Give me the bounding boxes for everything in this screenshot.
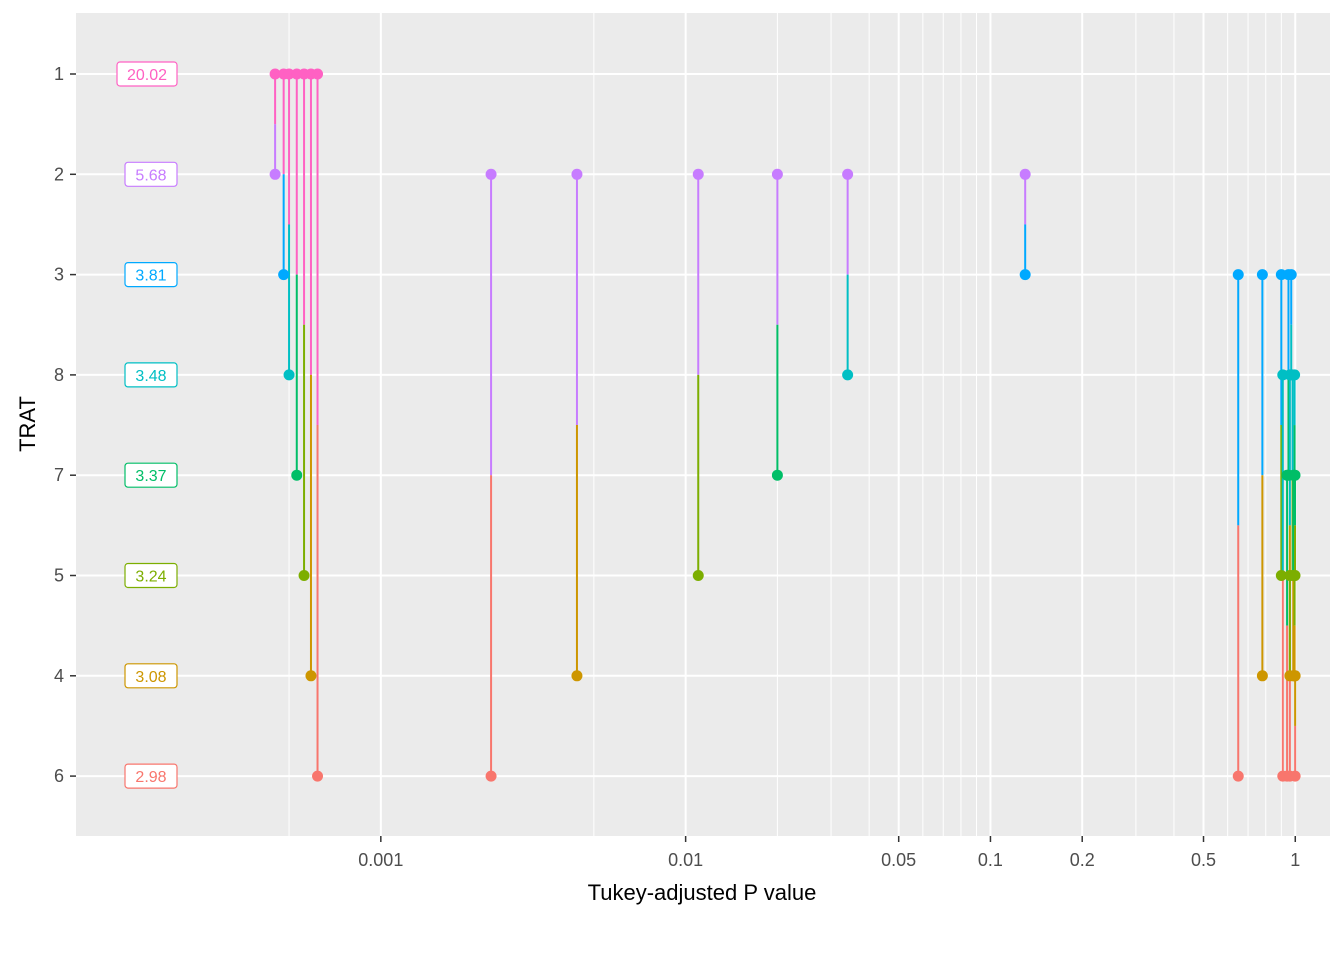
comparison-segments: [274, 74, 1297, 777]
point-level-a: [1289, 469, 1301, 481]
point-level-a: [1232, 269, 1244, 281]
mean-labels: 20.02 5.68 3.81 3.48 3.37 3.24 3.08 2.98: [116, 61, 178, 789]
mean-label-text: 3.37: [135, 468, 166, 485]
point-level-b: [305, 670, 317, 682]
point-level-b: [842, 369, 854, 381]
y-tick-label: 7: [54, 465, 64, 485]
point-level-b: [485, 770, 497, 782]
point-level-a: [571, 168, 583, 180]
point-level-b: [291, 469, 303, 481]
y-tick-label: 1: [54, 64, 64, 84]
point-level-a: [692, 168, 704, 180]
plot-background: [76, 13, 1330, 836]
x-tick-label: 1: [1290, 850, 1300, 870]
point-level-b: [571, 670, 583, 682]
point-level-a: [269, 68, 281, 80]
mean-label-box: [124, 663, 178, 689]
point-level-b: [283, 369, 295, 381]
mean-label-box: [124, 462, 178, 488]
point-level-b: [278, 269, 290, 281]
point-level-b: [1275, 570, 1287, 581]
point-level-b: [312, 770, 324, 782]
x-axis: 0.001 0.01 0.05 0.1 0.2 0.5 1: [358, 836, 1300, 870]
mean-label-text: 3.81: [135, 268, 166, 285]
x-tick-label: 0.2: [1070, 850, 1095, 870]
point-level-a: [842, 168, 854, 180]
point-level-a: [1289, 670, 1301, 682]
point-level-a: [283, 68, 295, 80]
point-level-a: [1289, 570, 1301, 581]
y-tick-label: 5: [54, 566, 64, 586]
y-tick-label: 6: [54, 766, 64, 786]
mean-label-box: [124, 161, 178, 187]
point-level-a: [1019, 168, 1031, 180]
point-level-a: [1285, 269, 1297, 281]
point-level-a: [312, 68, 324, 80]
y-tick-label: 2: [54, 164, 64, 184]
x-tick-label: 0.001: [358, 850, 403, 870]
point-level-b: [771, 469, 783, 481]
point-level-b: [1019, 269, 1031, 281]
mean-label-box: [124, 763, 178, 789]
y-tick-label: 3: [54, 265, 64, 285]
point-level-b: [269, 168, 281, 180]
point-level-a: [1256, 269, 1268, 281]
mean-label-text: 20.02: [127, 67, 167, 84]
mean-label-box: [124, 262, 178, 288]
point-level-b: [1256, 670, 1268, 682]
mean-label-box: [124, 362, 178, 388]
comparison-points: [269, 68, 1301, 782]
y-tick-label: 4: [54, 666, 64, 686]
mean-label-box: [116, 61, 178, 87]
mean-label-box: [124, 562, 178, 589]
point-level-b: [692, 570, 704, 581]
y-axis: 1 2 3 8 7 5 4 6: [54, 64, 76, 786]
grid-minor: [288, 13, 1282, 836]
x-tick-label: 0.5: [1191, 850, 1216, 870]
mean-label-text: 5.68: [135, 167, 166, 184]
mean-label-text: 3.48: [135, 368, 166, 385]
mean-label-text: 3.24: [135, 569, 166, 586]
y-tick-label: 8: [54, 365, 64, 385]
point-level-b: [1289, 770, 1301, 782]
y-axis-title: TRAT: [15, 396, 40, 452]
x-tick-label: 0.01: [668, 850, 703, 870]
point-level-b: [298, 570, 310, 581]
point-level-a: [1289, 369, 1301, 381]
point-level-b: [1232, 770, 1244, 782]
mean-label-text: 3.08: [135, 669, 166, 686]
x-tick-label: 0.1: [978, 850, 1003, 870]
x-tick-label: 0.05: [881, 850, 916, 870]
point-level-a: [485, 168, 497, 180]
x-axis-title: Tukey-adjusted P value: [588, 880, 817, 905]
point-level-a: [771, 168, 783, 180]
mean-label-text: 2.98: [135, 769, 166, 786]
